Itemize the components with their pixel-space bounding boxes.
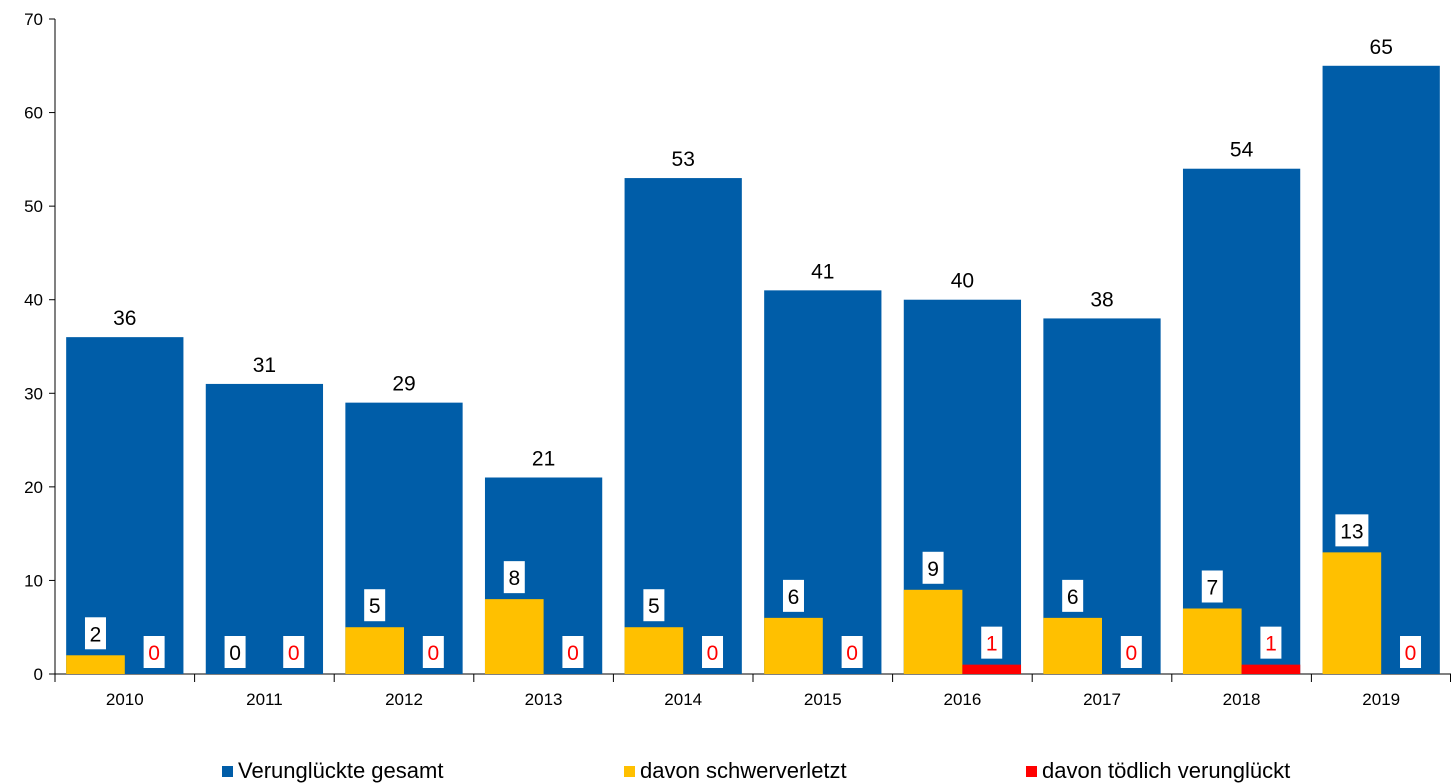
x-tick-label: 2012 <box>385 690 423 709</box>
data-label-toedlich-2012-box <box>422 636 444 668</box>
x-tick-label: 2010 <box>106 690 144 709</box>
bar-schwerverletzt-2010 <box>66 655 125 674</box>
legend-swatch-icon <box>1026 765 1037 777</box>
bar-schwerverletzt-2018 <box>1182 608 1242 674</box>
data-label-toedlich-2014-box <box>702 636 724 668</box>
data-label-toedlich-2012: 0 <box>427 642 439 665</box>
legend-swatch-icon <box>624 765 635 777</box>
data-label-toedlich-2015-box <box>841 636 863 668</box>
data-label-schwerverletzt-2016-box <box>922 551 944 584</box>
data-label-schwerverletzt-2017-box <box>1062 579 1084 612</box>
data-label-schwerverletzt-2018: 7 <box>1206 577 1218 600</box>
bar-verunglueckte-gesamt-2017 <box>1043 318 1161 674</box>
x-tick-label: 2016 <box>943 690 981 709</box>
data-label-toedlich-2010: 0 <box>148 642 160 665</box>
legend-swatch-icon <box>222 765 233 777</box>
data-label-toedlich-2016: 1 <box>986 633 998 656</box>
data-label-gesamt-2017: 38 <box>1090 288 1113 311</box>
y-tick-label: 60 <box>24 104 43 123</box>
legend-label: davon schwerverletzt <box>640 758 847 783</box>
data-label-toedlich-2011: 0 <box>288 642 300 665</box>
data-label-schwerverletzt-2015-box <box>782 579 804 612</box>
y-tick-label: 50 <box>24 197 43 216</box>
legend-item-davon-toedlich-verunglueckt: davon tödlich verunglückt <box>1026 758 1290 784</box>
x-tick-label: 2011 <box>246 690 283 709</box>
bar-toedlich-2018 <box>1241 664 1301 674</box>
x-tick-label: 2019 <box>1362 690 1400 709</box>
data-label-schwerverletzt-2011-box <box>224 636 246 668</box>
data-label-gesamt-2010: 36 <box>113 307 136 330</box>
data-label-schwerverletzt-2013: 8 <box>508 567 520 590</box>
bar-schwerverletzt-2019 <box>1322 552 1382 674</box>
data-labels: 36 2 0 31 0 0 29 5 0 21 8 0 53 5 0 41 6 0 40 9 1 38 6 0 54 7 1 65 13… <box>84 36 1422 668</box>
y-tick-label: 0 <box>34 665 43 684</box>
legend: Verunglückte gesamt davon schwerverletzt… <box>0 758 1451 784</box>
x-tick-label: 2014 <box>664 690 702 709</box>
data-label-schwerverletzt-2019-box <box>1335 514 1369 547</box>
data-label-schwerverletzt-2015: 6 <box>788 586 800 609</box>
x-tick-label: 2017 <box>1083 690 1121 709</box>
x-axis: 2010 2011 2012 2013 2014 2015 2016 2017 2018 2019 <box>54 673 1451 709</box>
data-label-schwerverletzt-2010: 2 <box>90 623 102 646</box>
data-label-schwerverletzt-2014: 5 <box>648 595 660 618</box>
y-tick-label: 70 <box>24 10 43 29</box>
bar-toedlich-2016 <box>962 664 1022 674</box>
bar-verunglueckte-gesamt-2011 <box>205 383 324 674</box>
bar-verunglueckte-gesamt-2014 <box>624 178 742 675</box>
data-label-schwerverletzt-2013-box <box>503 561 525 594</box>
data-label-toedlich-2019: 0 <box>1405 642 1417 665</box>
legend-label: Verunglückte gesamt <box>238 758 444 783</box>
data-label-schwerverletzt-2016: 9 <box>927 558 939 581</box>
bar-verunglueckte-gesamt-2015 <box>764 290 882 674</box>
data-label-toedlich-2017-box <box>1120 636 1142 668</box>
bar-schwerverletzt-2014 <box>624 627 684 674</box>
data-label-schwerverletzt-2018-box <box>1201 570 1223 603</box>
data-label-gesamt-2019: 65 <box>1370 36 1393 59</box>
bar-schwerverletzt-2012 <box>345 627 404 674</box>
bar-verunglueckte-gesamt-2010 <box>66 337 184 674</box>
bar-schwerverletzt-2016 <box>903 589 963 674</box>
data-label-toedlich-2014: 0 <box>707 642 719 665</box>
x-tick-label: 2018 <box>1223 690 1261 709</box>
legend-item-verunglueckte-gesamt: Verunglückte gesamt <box>222 758 443 784</box>
data-label-gesamt-2016: 40 <box>951 270 974 293</box>
data-label-toedlich-2018: 1 <box>1265 633 1277 656</box>
data-label-gesamt-2011: 31 <box>253 354 276 377</box>
bar-schwerverletzt-2017 <box>1043 617 1102 674</box>
data-label-toedlich-2013: 0 <box>567 642 579 665</box>
x-tick-label: 2013 <box>525 690 563 709</box>
data-label-toedlich-2018-box <box>1260 626 1282 659</box>
y-tick-label: 20 <box>24 478 43 497</box>
data-label-schwerverletzt-2017: 6 <box>1067 586 1079 609</box>
y-tick-label: 10 <box>24 571 43 590</box>
bar-schwerverletzt-2013 <box>484 599 544 674</box>
legend-item-davon-schwerverletzt: davon schwerverletzt <box>624 758 847 784</box>
data-label-toedlich-2011-box <box>283 636 305 668</box>
data-label-toedlich-2015: 0 <box>846 642 858 665</box>
bar-schwerverletzt-2015 <box>764 617 823 674</box>
data-label-toedlich-2017: 0 <box>1125 642 1137 665</box>
bar-verunglueckte-gesamt-2018 <box>1182 168 1301 674</box>
data-label-gesamt-2018: 54 <box>1230 139 1254 162</box>
y-tick-label: 40 <box>24 291 43 310</box>
data-label-gesamt-2014: 53 <box>672 148 695 171</box>
data-label-toedlich-2013-box <box>562 636 584 668</box>
legend-label: davon tödlich verunglückt <box>1042 758 1291 783</box>
data-label-gesamt-2013: 21 <box>532 448 555 471</box>
data-label-toedlich-2010-box <box>143 636 165 668</box>
data-label-schwerverletzt-2011: 0 <box>229 642 241 665</box>
data-label-schwerverletzt-2012: 5 <box>369 595 381 618</box>
y-tick-label: 30 <box>24 384 43 403</box>
x-tick-label: 2015 <box>804 690 842 709</box>
data-label-schwerverletzt-2014-box <box>643 589 665 622</box>
data-label-toedlich-2019-box <box>1400 636 1422 668</box>
data-label-schwerverletzt-2010-box <box>84 617 106 650</box>
y-axis: 0 10 20 30 40 50 60 70 <box>24 10 56 684</box>
data-label-toedlich-2016-box <box>981 626 1003 659</box>
data-label-schwerverletzt-2012-box <box>364 589 386 622</box>
data-label-gesamt-2012: 29 <box>392 373 415 396</box>
data-label-gesamt-2015: 41 <box>811 260 834 283</box>
data-label-schwerverletzt-2019: 13 <box>1340 520 1363 543</box>
